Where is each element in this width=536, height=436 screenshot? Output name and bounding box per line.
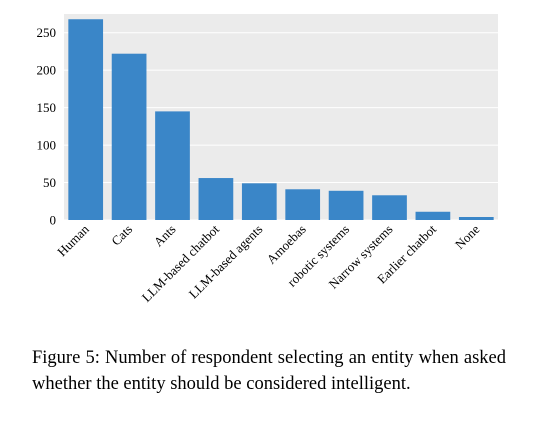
bar-chart-figure: 0 50 100 150 200 250 Human Cats Ants LLM-based c… [37,14,498,305]
y-tick-label: 0 [50,213,57,228]
x-category-label: LLM-based agents [186,222,266,302]
bar-robotic-systems [328,190,364,220]
x-category-label: Cats [108,222,135,249]
y-tick-label: 250 [37,25,57,40]
bar-narrow-systems [372,195,407,220]
x-category-label: Ants [151,222,179,250]
y-tick-label: 150 [37,100,57,115]
bar-llm-based-chatbot [198,178,234,220]
x-category-label: LLM-based chatbot [139,221,223,305]
y-tick-label: 200 [37,63,57,78]
bar-ants [155,111,190,220]
bar-none [458,217,494,220]
bar-earlier-chatbot [415,211,451,220]
bar-human [68,19,104,220]
y-axis-ticks: 0 50 100 150 200 250 [37,25,57,227]
bars [68,19,494,221]
bar-cats [111,53,147,221]
bar-llm-based-agents [241,183,277,220]
y-tick-label: 50 [43,175,56,190]
bar-amoebas [285,189,321,220]
x-category-label: None [452,221,483,252]
x-category-label: Human [54,221,92,259]
y-tick-label: 100 [37,138,57,153]
figure-caption: Figure 5: Number of respondent selecting… [32,348,506,394]
